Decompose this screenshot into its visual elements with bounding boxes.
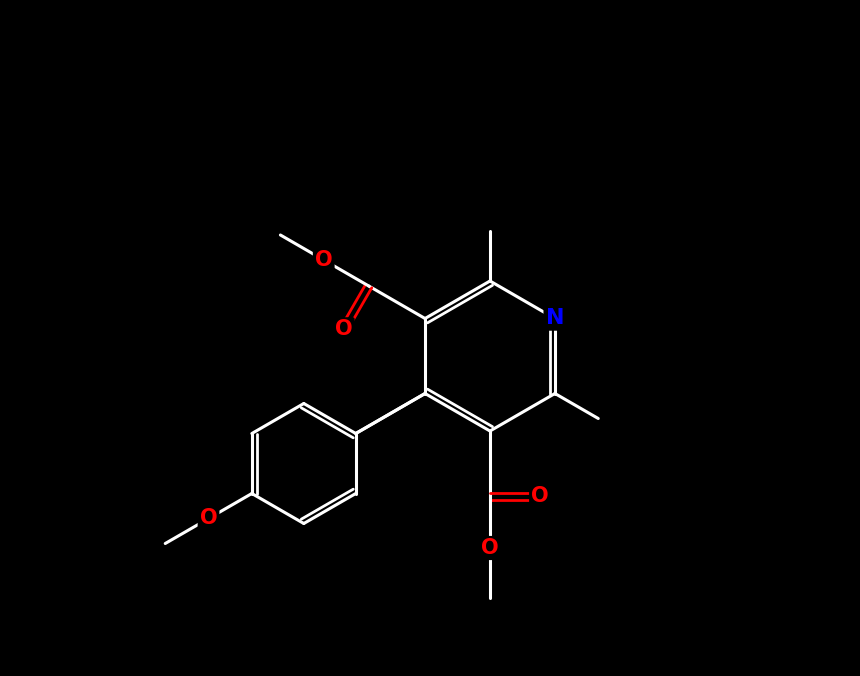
Text: O: O	[335, 319, 353, 339]
Text: O: O	[200, 508, 218, 529]
Text: N: N	[546, 308, 564, 329]
Text: O: O	[482, 538, 499, 558]
Text: O: O	[531, 486, 549, 506]
Text: O: O	[315, 250, 333, 270]
